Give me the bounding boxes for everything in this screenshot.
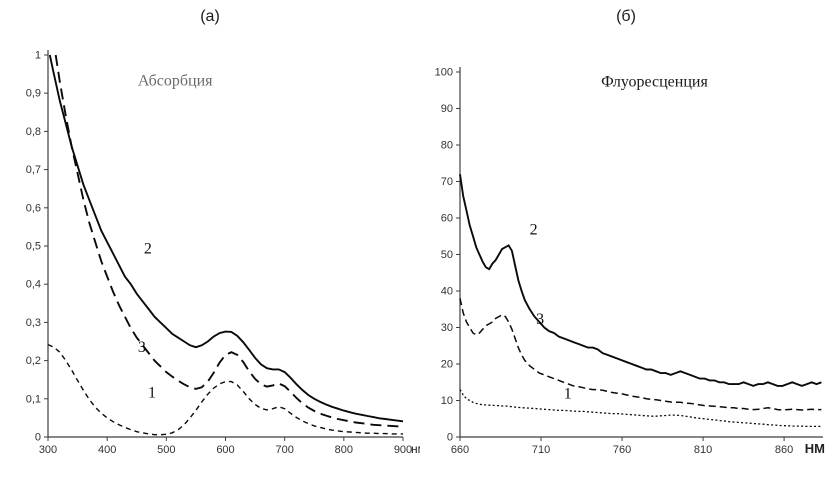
chart-title: Флуоресценция [601,74,708,91]
y-tick-label: 0,2 [26,355,41,367]
y-tick-label: 0,9 [26,88,41,100]
x-tick-label: 700 [275,444,293,456]
x-tick-label: 800 [335,444,353,456]
x-tick-label: 900 [394,444,412,456]
y-tick-label: 90 [441,103,453,115]
x-tick-label: 600 [216,444,234,456]
x-axis-unit: НМ [805,441,825,456]
y-tick-label: 0,6 [26,202,41,214]
x-tick-label: 710 [532,444,550,456]
series-line-1 [459,389,822,428]
y-tick-label: 0 [447,432,453,444]
y-tick-label: 20 [441,359,453,371]
y-tick-label: 0,4 [26,279,41,291]
y-tick-label: 100 [435,67,453,79]
y-tick-label: 50 [441,249,453,261]
fluorescence-spectrum-chart: 0 10 20 30 40 50 60 70 80 90 100 660 710 760 810 860 НМ Ф… [435,67,825,457]
panel-a-label: (а) [200,8,220,25]
y-tick-label: 0,8 [26,126,41,138]
x-tick-label: 760 [613,444,631,456]
series-label-2: 2 [530,221,538,238]
series-label-3: 3 [138,339,146,356]
series-label-1: 1 [564,386,572,403]
series-line-3 [459,298,822,411]
series-line-2 [48,54,404,423]
y-tick-label: 70 [441,176,453,188]
x-tick-label: 860 [775,444,793,456]
series-line-1 [47,343,403,436]
x-tick-label: 300 [39,444,57,456]
y-tick-label: 80 [441,140,453,152]
x-tick-label: 810 [694,444,712,456]
y-tick-label: 60 [441,213,453,225]
x-axis-unit: нм [411,442,420,456]
y-tick-label: 40 [441,286,453,298]
absorption-spectrum-chart: 0 0,1 0,2 0,3 0,4 0,5 0,6 0,7 0,8 0,9 1 300 400 500 60… [26,50,420,457]
series-label-1: 1 [148,384,156,401]
y-tick-label: 0,7 [26,164,41,176]
x-tick-label: 660 [451,444,469,456]
series-label-2: 2 [144,241,152,258]
chart-title: Абсорбция [138,73,213,90]
y-tick-label: 0,3 [26,317,41,329]
y-tick-label: 0,5 [26,241,41,253]
y-tick-label: 30 [441,322,453,334]
series-label-3: 3 [536,311,544,328]
x-tick-label: 500 [157,444,175,456]
series-line-3 [54,54,404,428]
y-tick-label: 10 [441,395,453,407]
y-tick-label: 1 [35,50,41,62]
x-tick-label: 400 [98,444,116,456]
panel-b-label: (б) [616,8,636,25]
y-tick-label: 0,1 [26,393,41,405]
y-tick-label: 0 [35,432,41,444]
series-line-2 [459,174,822,387]
